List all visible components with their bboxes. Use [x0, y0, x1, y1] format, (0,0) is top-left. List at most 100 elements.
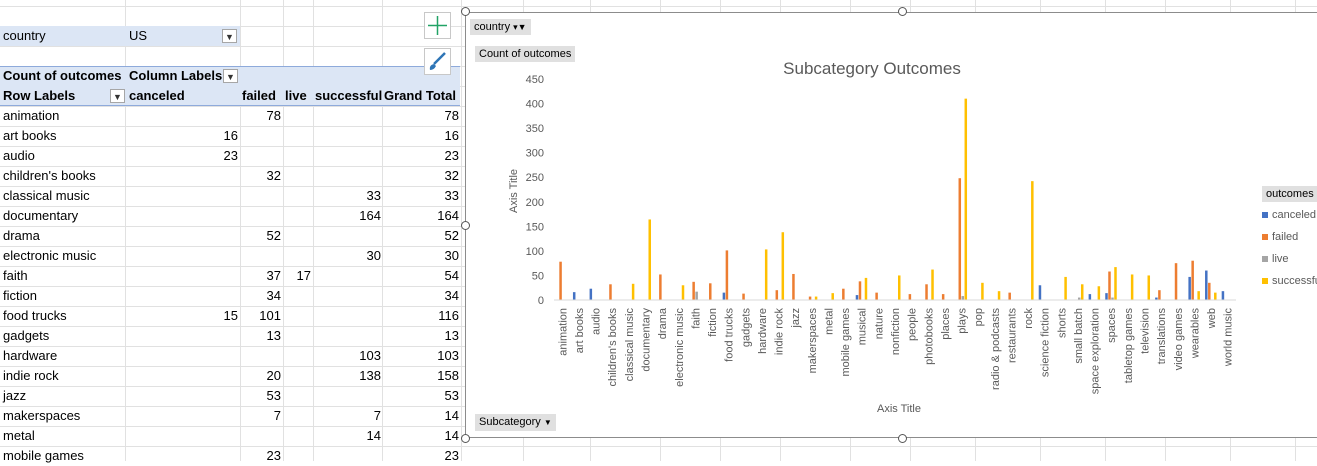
x-tick-label: food trucks	[724, 308, 736, 362]
bar-successful[interactable]	[997, 291, 1001, 300]
pivot-row-label: classical music	[3, 188, 90, 203]
bar-canceled[interactable]	[572, 292, 576, 300]
bar-failed[interactable]	[775, 290, 779, 300]
bar-canceled[interactable]	[1105, 293, 1108, 300]
bar-successful[interactable]	[831, 293, 834, 300]
y-tick-label: 150	[526, 221, 544, 233]
bar-canceled[interactable]	[1088, 294, 1092, 300]
bar-live[interactable]	[695, 291, 698, 300]
bar-successful[interactable]	[781, 232, 785, 300]
resize-handle-top[interactable]	[898, 7, 907, 16]
y-axis-title: Axis Title	[508, 169, 520, 213]
bar-canceled[interactable]	[1188, 276, 1191, 300]
column-labels-dropdown-icon[interactable]: ▼	[223, 69, 238, 83]
bar-failed[interactable]	[1158, 290, 1161, 300]
bar-successful[interactable]	[1130, 274, 1134, 300]
col-header-grand-total: Grand Total	[384, 88, 456, 103]
x-axis-ticks: animation art books audio children's books c…	[557, 307, 1234, 394]
bar-failed[interactable]	[842, 288, 845, 300]
x-tick-label: small batch	[1073, 308, 1085, 364]
bar-canceled[interactable]	[722, 292, 726, 300]
bar-canceled[interactable]	[1205, 270, 1208, 300]
bar-failed[interactable]	[559, 261, 562, 300]
bar-successful[interactable]	[898, 275, 901, 300]
bar-successful[interactable]	[631, 283, 635, 300]
bar-successful[interactable]	[964, 98, 968, 301]
resize-handle-bottom-left[interactable]	[461, 434, 470, 443]
bar-failed[interactable]	[925, 284, 928, 300]
bar-successful[interactable]	[1031, 181, 1034, 300]
bar-successful[interactable]	[1147, 275, 1151, 300]
legend-swatch	[1262, 234, 1268, 240]
bar-successful[interactable]	[1114, 267, 1117, 300]
bar-failed[interactable]	[1208, 282, 1211, 300]
bar-canceled[interactable]	[1155, 297, 1158, 300]
pivot-row-label: mobile games	[3, 448, 84, 463]
legend-entry-label[interactable]: canceled	[1272, 209, 1317, 221]
bar-canceled[interactable]	[1221, 291, 1225, 300]
pivot-row-label: audio	[3, 148, 35, 163]
legend-entry-label[interactable]: failed	[1272, 231, 1299, 243]
bar-failed[interactable]	[858, 281, 862, 300]
bar-failed[interactable]	[742, 293, 745, 300]
axis-field-button[interactable]: Subcategory ▼	[475, 414, 556, 431]
bar-failed[interactable]	[709, 283, 712, 300]
x-tick-label: people	[907, 308, 919, 341]
bar-failed[interactable]	[609, 284, 612, 300]
x-tick-label: restaurants	[1006, 308, 1018, 364]
bar-successful[interactable]	[1214, 292, 1217, 300]
bar-successful[interactable]	[764, 249, 768, 300]
bar-failed[interactable]	[1174, 263, 1178, 300]
bar-failed[interactable]	[1108, 271, 1111, 300]
country-field-button[interactable]: country ▾▼	[470, 19, 531, 35]
bar-failed[interactable]	[958, 178, 962, 300]
bar-successful[interactable]	[648, 219, 651, 300]
row-labels-dropdown-icon[interactable]: ▼	[110, 89, 125, 103]
filter-dropdown-icon[interactable]: ▼	[222, 29, 237, 43]
x-tick-label: nonfiction	[890, 308, 902, 355]
bar-successful[interactable]	[981, 282, 984, 300]
bar-canceled[interactable]	[1038, 285, 1042, 300]
resize-handle-top-left[interactable]	[461, 7, 470, 16]
resize-handle-bottom[interactable]	[898, 434, 907, 443]
bar-failed[interactable]	[1191, 260, 1194, 300]
bar-failed[interactable]	[659, 274, 662, 300]
legend-entry-label[interactable]: successful	[1272, 275, 1317, 287]
bar-failed[interactable]	[908, 294, 912, 300]
bar-live[interactable]	[961, 296, 965, 300]
chart-elements-button[interactable]	[424, 12, 451, 39]
legend-title[interactable]: outcomes	[1262, 186, 1317, 202]
value-field-button[interactable]: Count of outcomes	[475, 46, 576, 62]
legend-entry-label[interactable]: live	[1272, 253, 1289, 265]
bar-failed[interactable]	[808, 296, 812, 300]
pivot-row-label: electronic music	[3, 248, 97, 263]
resize-handle-left[interactable]	[461, 221, 470, 230]
bar-canceled[interactable]	[589, 288, 593, 300]
bar-failed[interactable]	[692, 281, 695, 300]
pivot-row-label: food trucks	[3, 308, 67, 323]
bar-failed[interactable]	[941, 294, 945, 300]
chart-styles-button[interactable]	[424, 48, 451, 75]
pivot-chart[interactable]: Subcategory Outcomes Axis Title Axis Tit…	[465, 12, 1317, 438]
bar-failed[interactable]	[875, 292, 878, 300]
bar-live[interactable]	[1077, 297, 1081, 300]
bar-successful[interactable]	[931, 269, 934, 300]
bar-successful[interactable]	[1197, 291, 1200, 300]
bar-failed[interactable]	[1008, 292, 1011, 300]
pivot-cell-total: 14	[444, 428, 459, 443]
bar-failed[interactable]	[725, 250, 729, 300]
y-tick-label: 0	[538, 295, 544, 307]
bar-live[interactable]	[1111, 297, 1114, 300]
pivot-cell-failed: 23	[266, 448, 281, 463]
bar-successful[interactable]	[681, 285, 685, 300]
bar-successful[interactable]	[1097, 286, 1101, 300]
bar-canceled[interactable]	[855, 295, 859, 300]
x-tick-label: faith	[690, 308, 702, 329]
bar-failed[interactable]	[792, 273, 795, 300]
filter-field-label: country	[3, 28, 46, 43]
x-tick-label: places	[940, 308, 952, 340]
bar-successful[interactable]	[1080, 284, 1084, 300]
bar-successful[interactable]	[1064, 276, 1067, 300]
bar-successful[interactable]	[864, 277, 868, 300]
bar-successful[interactable]	[814, 296, 818, 300]
